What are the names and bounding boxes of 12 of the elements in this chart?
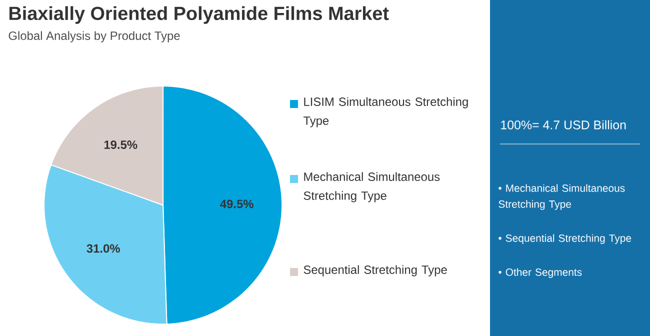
legend-label: Sequential Stretching Type — [304, 265, 447, 276]
text: • Mechanical Simultaneous Stretching Type — [498, 184, 625, 210]
data-label: 49.5% — [220, 200, 254, 208]
chart-title: Biaxially Oriented Polyamide Films Market — [9, 6, 389, 24]
text: 100%= 4.7 USD Billion — [501, 120, 626, 130]
text: • Sequential Stretching Type — [498, 234, 632, 244]
text: • Other Segments — [498, 268, 582, 278]
legend-label: LISIM Simultaneous Stretching Type — [303, 97, 468, 128]
data-label: 19.5% — [104, 140, 138, 149]
data-label: 31.0% — [86, 244, 120, 253]
legend-label: Mechanical Simultaneous Stretching Type — [304, 172, 440, 202]
chart-subtitle: Global Analysis by Product Type — [8, 31, 180, 42]
